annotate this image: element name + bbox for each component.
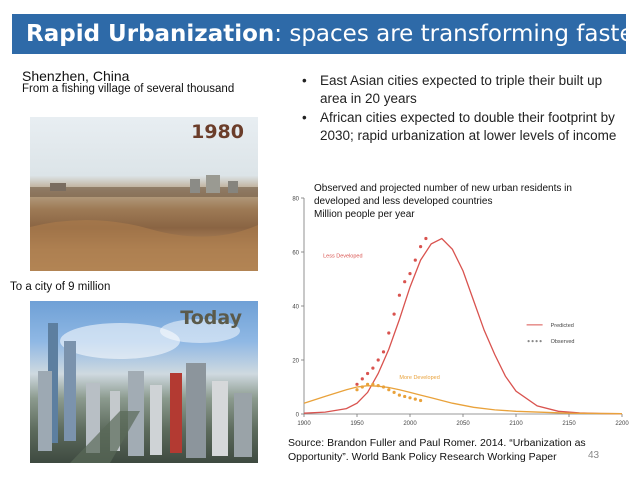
x-tick-label: 2050 [456, 421, 470, 427]
series-point-observed [360, 377, 364, 381]
x-tick-label: 1900 [297, 421, 311, 427]
shenzhen-today-photo: Today [30, 301, 258, 463]
city-subtitle: From a fishing village of several thousa… [22, 83, 235, 95]
slide-title-rest: : spaces are transforming faster [274, 21, 638, 47]
series-point-observed [387, 388, 391, 392]
chart-title: Observed and projected number of new urb… [314, 182, 634, 221]
series-point-observed [371, 382, 375, 386]
chart-title-line: Observed and projected number of new urb… [314, 183, 572, 194]
series-point-observed [381, 350, 386, 354]
photo-1980-scene [30, 175, 258, 271]
year-today-label: Today [180, 307, 242, 329]
x-tick-label: 2100 [509, 421, 523, 427]
series-point-observed [366, 382, 370, 386]
chart-title-line: developed and less developed countries [314, 196, 493, 207]
x-tick-label: 2150 [562, 421, 576, 427]
series-point-observed [408, 272, 412, 276]
bullet-item: East Asian cities expected to triple the… [298, 72, 618, 108]
legend-observed-label: Observed [551, 339, 575, 345]
y-tick-label: 20 [292, 359, 299, 365]
legend-observed-swatch [539, 340, 542, 343]
bullet-list: East Asian cities expected to triple the… [298, 72, 618, 146]
shenzhen-1980-photo: 1980 [30, 117, 258, 271]
series-point-observed [392, 390, 396, 394]
series-point-observed [408, 396, 412, 400]
series-point-observed [392, 312, 396, 316]
series-point-observed [413, 258, 417, 262]
series-point-observed [360, 385, 364, 389]
photo-today-scene [38, 319, 252, 463]
series-point-observed [355, 382, 359, 386]
x-tick-label: 2200 [615, 421, 629, 427]
series-point-observed [366, 371, 370, 376]
series-point-observed [376, 358, 380, 362]
year-1980-label: 1980 [191, 121, 244, 143]
series-point-observed [355, 388, 359, 392]
legend-observed-swatch [527, 340, 530, 343]
series-point-observed [387, 331, 391, 335]
legend-observed-swatch [531, 340, 534, 343]
source-citation: Source: Brandon Fuller and Paul Romer. 2… [288, 437, 586, 463]
series-point-observed [419, 245, 423, 249]
slide-title-bold: Rapid Urbanization [26, 21, 275, 47]
series-point-observed [371, 366, 375, 370]
series-point-observed [376, 384, 380, 388]
legend-observed-swatch [535, 340, 538, 343]
chart-title-line: Million people per year [314, 209, 415, 220]
y-tick-label: 40 [292, 305, 299, 311]
page-number: 43 [588, 450, 600, 461]
urban-residents-chart: 0 20 40 60 80 1900 1950 2000 2050 2100 2150 2200 Les… [292, 197, 629, 428]
y-tick-label: 80 [292, 197, 299, 203]
series-point-observed [424, 236, 428, 241]
series-point-observed [397, 393, 401, 397]
series-point-observed [403, 280, 407, 284]
y-tick-label: 0 [296, 413, 300, 419]
series-point-observed [397, 293, 401, 297]
to-city-label: To a city of 9 million [10, 281, 111, 293]
x-tick-label: 2000 [403, 421, 417, 427]
city-label: Shenzhen, China [22, 68, 130, 84]
legend-predicted-label: Predicted [551, 323, 574, 329]
bullet-item: African cities expected to double their … [298, 109, 618, 145]
annotation-more-developed: More Developed [399, 375, 439, 381]
series-line-predicted [303, 385, 623, 415]
series-point-observed [419, 398, 423, 403]
slide-title: Rapid Urbanization: spaces are transform… [12, 14, 638, 54]
annotation-less-developed: Less Developed [323, 253, 362, 259]
series-point-observed [413, 397, 417, 401]
series-point-observed [403, 394, 407, 399]
x-tick-label: 1950 [350, 421, 364, 427]
series-line-predicted [303, 237, 623, 415]
series-point-observed [381, 385, 386, 389]
y-tick-label: 60 [292, 251, 299, 257]
